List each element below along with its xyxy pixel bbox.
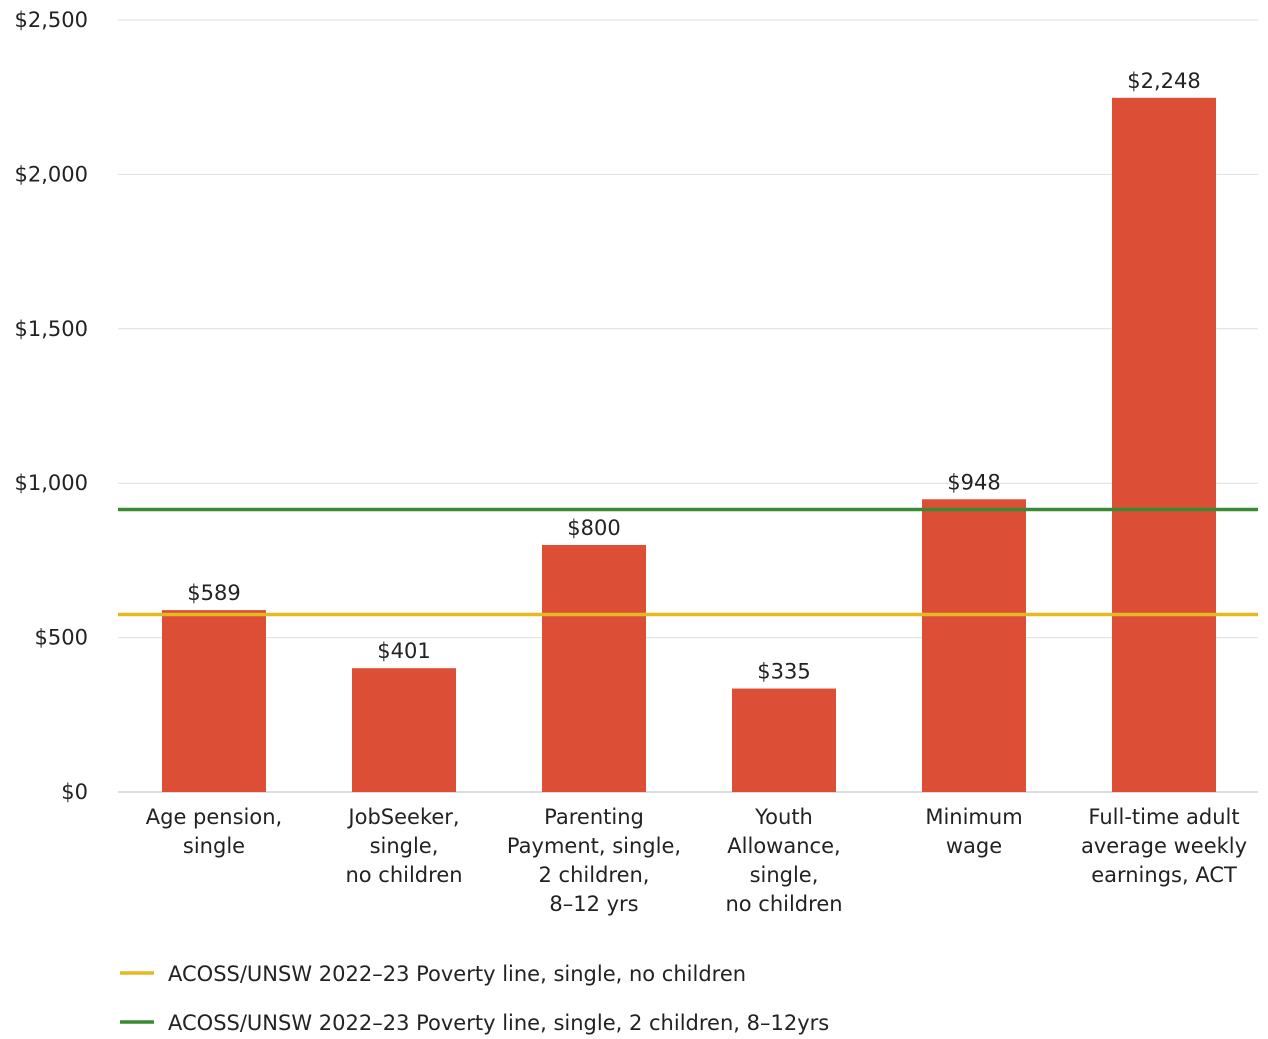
x-axis: Age pension, single JobSeeker, single, no ch…: [146, 805, 1247, 916]
y-tick-label: $1,500: [15, 317, 88, 341]
x-category-label-line: 2 children,: [539, 863, 650, 887]
bar-value-label: $2,248: [1127, 69, 1200, 93]
legend-label: ACOSS/UNSW 2022–23 Poverty line, single,…: [168, 962, 746, 986]
bar: [542, 544, 646, 792]
bar: [352, 668, 456, 792]
y-tick-label: $1,000: [15, 471, 88, 495]
bar: [922, 499, 1026, 792]
x-category-label-line: average weekly: [1081, 834, 1247, 858]
bar: [1112, 97, 1216, 792]
x-category-label-line: Youth: [754, 805, 813, 829]
x-category-label-line: JobSeeker,: [346, 805, 459, 829]
x-category-label-line: 8–12 yrs: [549, 892, 638, 916]
bar-value-label: $335: [757, 660, 810, 684]
x-category-label-line: Age pension,: [146, 805, 282, 829]
x-category-label-line: Full-time adult: [1088, 805, 1239, 829]
bar: [732, 688, 836, 792]
x-category-label-line: single: [183, 834, 245, 858]
x-category-label: Youth Allowance, single, no children: [725, 805, 842, 916]
y-tick-label: $2,000: [15, 162, 88, 186]
y-tick-label: $0: [61, 780, 88, 804]
x-category-label-line: no children: [725, 892, 842, 916]
x-category-label: Full-time adult average weekly earnings, A…: [1081, 805, 1247, 887]
bars: $589 $401 $800 $335 $948 $2,248: [162, 69, 1216, 792]
legend-label: ACOSS/UNSW 2022–23 Poverty line, single,…: [168, 1011, 829, 1035]
x-category-label: JobSeeker, single, no children: [345, 805, 462, 887]
bar-value-label: $401: [377, 639, 430, 663]
x-category-label-line: Minimum: [925, 805, 1022, 829]
bar-value-label: $800: [567, 516, 620, 540]
bar: [162, 610, 266, 792]
x-category-label: Parenting Payment, single, 2 children, 8–12…: [507, 805, 681, 916]
reference-lines: [118, 507, 1258, 617]
grid-lines: [118, 19, 1258, 793]
x-category-label-line: wage: [946, 834, 1002, 858]
x-category-label-line: Payment, single,: [507, 834, 681, 858]
y-tick-label: $500: [35, 626, 88, 650]
x-category-label-line: earnings, ACT: [1091, 863, 1237, 887]
y-axis: $0 $500 $1,000 $1,500 $2,000 $2,500: [15, 8, 88, 804]
x-category-label-line: Allowance,: [727, 834, 840, 858]
legend: ACOSS/UNSW 2022–23 Poverty line, single,…: [120, 962, 829, 1035]
x-category-label: Minimum wage: [925, 805, 1022, 858]
x-category-label-line: single,: [370, 834, 439, 858]
x-category-label: Age pension, single: [146, 805, 282, 858]
x-category-label-line: single,: [750, 863, 819, 887]
bar-value-label: $589: [187, 581, 240, 605]
x-category-label-line: Parenting: [544, 805, 644, 829]
y-tick-label: $2,500: [15, 8, 88, 32]
bar-value-label: $948: [947, 470, 1000, 494]
x-category-label-line: no children: [345, 863, 462, 887]
